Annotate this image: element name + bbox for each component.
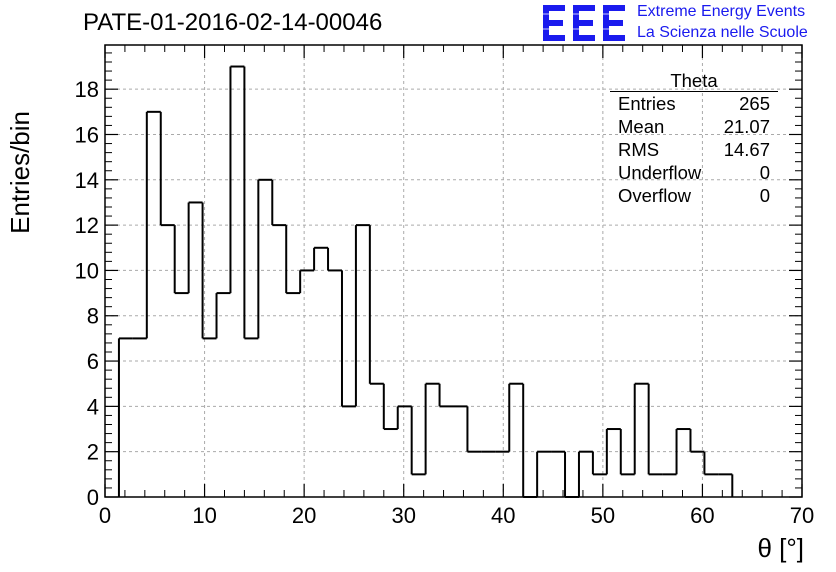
y-tick-label: 8	[87, 304, 99, 329]
stat-label: Underflow	[618, 162, 702, 183]
x-tick-label: 10	[192, 503, 216, 528]
stat-value: 21.07	[723, 116, 770, 137]
x-tick-label: 20	[292, 503, 316, 528]
y-tick-label: 6	[87, 349, 99, 374]
x-tick-label: 0	[99, 503, 111, 528]
y-tick-label: 16	[75, 122, 99, 147]
stat-row-underflow: Underflow 0	[610, 161, 778, 184]
stat-row-mean: Mean 21.07	[610, 115, 778, 138]
stat-value: 0	[759, 162, 770, 183]
x-tick-label: 30	[391, 503, 415, 528]
plot-title: PATE-01-2016-02-14-00046	[83, 9, 383, 36]
logo-tagline-2: La Scienza nelle Scuole	[637, 24, 808, 41]
stat-value: 14.67	[723, 139, 770, 160]
stat-value: 265	[739, 93, 770, 114]
y-tick-label: 2	[87, 440, 99, 465]
y-tick-label: 12	[75, 213, 99, 238]
stat-row-entries: Entries 265	[610, 92, 778, 115]
stat-label: Overflow	[618, 185, 691, 206]
x-tick-label: 50	[591, 503, 615, 528]
stat-row-overflow: Overflow 0	[610, 184, 778, 207]
logo-tagline-1: Extreme Energy Events	[637, 3, 806, 20]
stats-title: Theta	[610, 70, 778, 92]
x-tick-label: 60	[690, 503, 714, 528]
x-tick-label: 70	[790, 503, 814, 528]
stat-label: Entries	[618, 93, 676, 114]
stat-label: RMS	[618, 139, 660, 160]
stat-value: 0	[759, 185, 770, 206]
eee-logo-icon	[541, 5, 633, 41]
x-axis-label: θ [°]	[757, 533, 804, 563]
stat-label: Mean	[618, 116, 665, 137]
y-tick-label: 10	[75, 258, 99, 283]
y-tick-label: 14	[75, 168, 99, 193]
y-tick-label: 0	[87, 485, 99, 510]
y-tick-label: 4	[87, 394, 99, 419]
x-tick-label: 40	[491, 503, 515, 528]
y-tick-label: 18	[75, 77, 99, 102]
stats-box: Theta Entries 265 Mean 21.07 RMS 14.67 U…	[610, 70, 778, 207]
stat-row-rms: RMS 14.67	[610, 138, 778, 161]
